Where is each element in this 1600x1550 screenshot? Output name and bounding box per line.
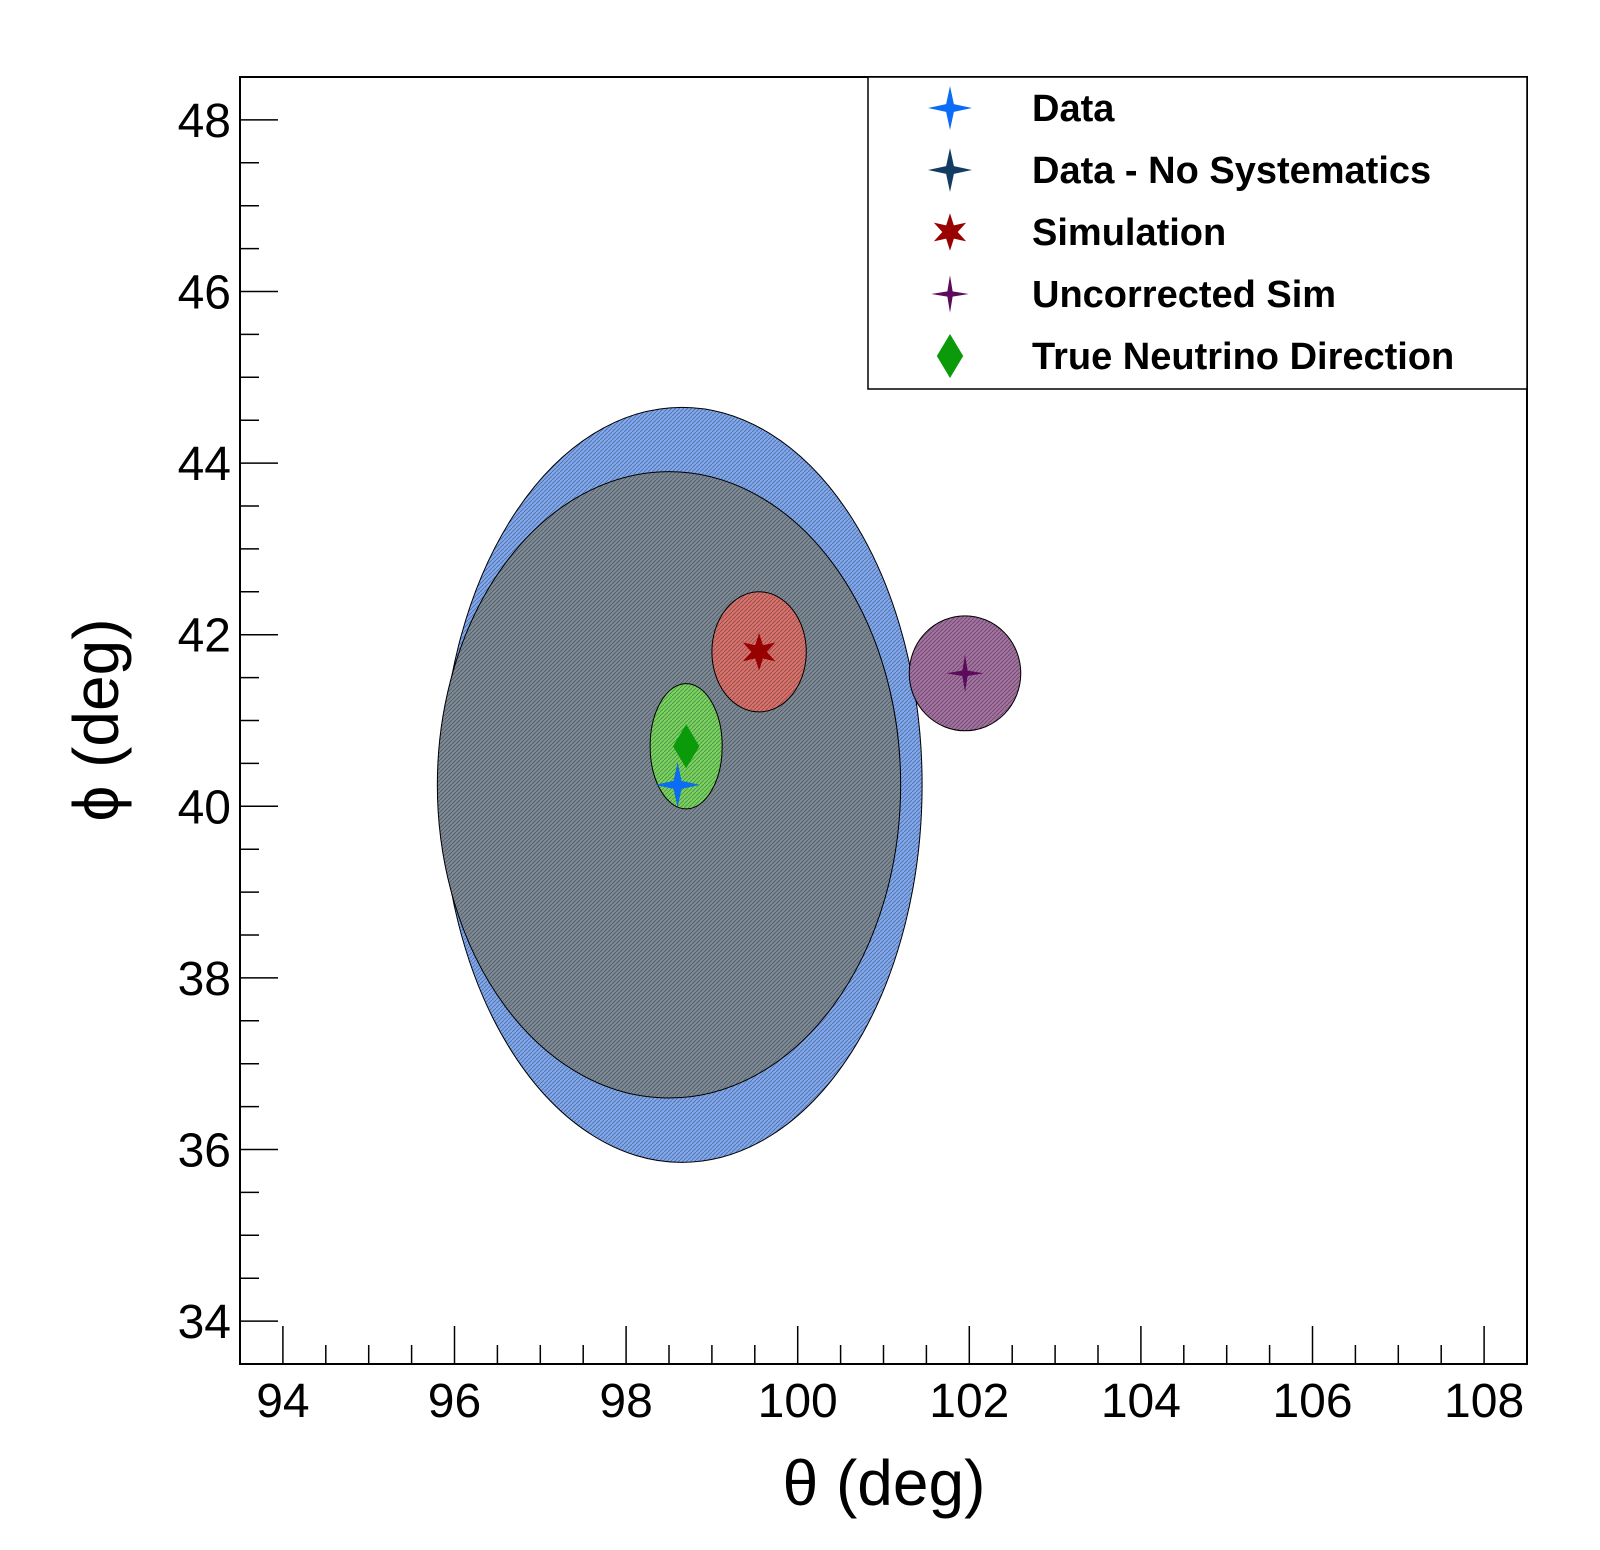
y-tick-label: 34	[178, 1296, 231, 1349]
point-uncorrected-sim	[946, 654, 984, 693]
legend-marker-true-neutrino-direction	[936, 334, 964, 378]
y-axis-title: ϕ (deg)	[60, 618, 132, 821]
y-tick-label: 42	[178, 610, 231, 663]
point-data	[655, 762, 700, 807]
x-axis: 94 96 98 100 102 104 106 108	[256, 1326, 1524, 1428]
point-true-neutrino-direction	[672, 724, 700, 769]
x-tick-label: 96	[428, 1375, 481, 1428]
x-tick-label: 108	[1444, 1375, 1524, 1428]
y-axis: 34 36 38 40 42 44 46 48	[178, 95, 278, 1349]
legend-label-true-neutrino-direction: True Neutrino Direction	[1032, 336, 1454, 378]
x-tick-label: 98	[599, 1375, 652, 1428]
x-tick-label: 104	[1101, 1375, 1181, 1428]
y-tick-label: 38	[178, 953, 231, 1006]
legend-label-data: Data	[1032, 88, 1115, 130]
point-simulation	[742, 633, 776, 671]
x-tick-label: 106	[1272, 1375, 1352, 1428]
x-tick-label: 100	[758, 1375, 838, 1428]
legend-label-simulation: Simulation	[1032, 212, 1226, 254]
y-tick-label: 40	[178, 781, 231, 834]
confidence-ellipses	[436, 406, 1022, 1163]
legend-box	[867, 76, 1528, 390]
y-tick-label: 36	[178, 1125, 231, 1178]
legend-marker-data-no-systematics	[928, 148, 972, 192]
x-axis-title: θ (deg)	[783, 1447, 986, 1519]
legend-label-uncorrected-sim: Uncorrected Sim	[1032, 274, 1336, 316]
x-tick-label: 94	[256, 1375, 309, 1428]
legend-marker-simulation	[933, 213, 967, 251]
legend-marker-uncorrected-sim	[931, 275, 969, 313]
data-markers	[655, 633, 984, 807]
legend-marker-data	[928, 86, 972, 130]
y-tick-label: 46	[178, 267, 231, 320]
x-tick-label: 102	[929, 1375, 1009, 1428]
y-tick-label: 44	[178, 438, 231, 491]
legend-label-data-no-systematics: Data - No Systematics	[1032, 150, 1431, 192]
legend: Data Data - No Systematics Simulation Uncor…	[867, 76, 1528, 390]
y-tick-label: 48	[178, 95, 231, 148]
